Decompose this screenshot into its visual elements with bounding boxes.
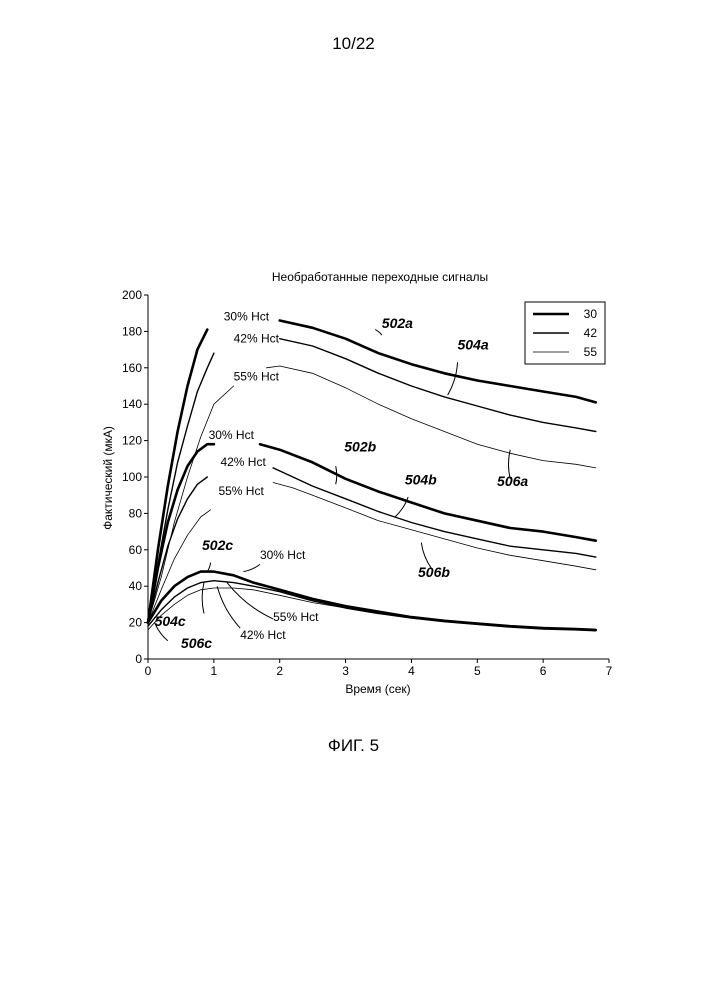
reference-label: 506a xyxy=(497,473,528,489)
hct-annotation: 30% Hct xyxy=(209,428,255,442)
series-line-55-b xyxy=(273,483,596,570)
legend: 30 42 55 xyxy=(525,302,605,364)
leader-line xyxy=(202,583,204,614)
x-tick-label: 6 xyxy=(540,664,547,678)
reference-label: 506c xyxy=(181,635,212,651)
figure-caption: ФИГ. 5 xyxy=(0,736,707,756)
y-tick-label: 80 xyxy=(129,506,143,520)
reference-label: 502a xyxy=(382,315,413,331)
reference-label: 504b xyxy=(405,471,437,487)
reference-label: 504a xyxy=(458,337,489,353)
reference-label: 502b xyxy=(344,439,376,455)
x-tick-label: 3 xyxy=(342,664,349,678)
legend-label: 42 xyxy=(584,326,598,340)
y-tick-label: 0 xyxy=(135,652,142,666)
series-layer xyxy=(148,321,596,631)
y-tick-label: 200 xyxy=(122,288,142,302)
x-tick-label: 5 xyxy=(474,664,481,678)
y-tick-label: 60 xyxy=(129,543,143,557)
y-tick-label: 180 xyxy=(122,324,142,338)
hct-annotation: 55% Hct xyxy=(218,484,264,498)
x-axis-label: Время (сек) xyxy=(345,682,410,696)
series-line-30-b xyxy=(148,444,214,622)
hct-annotation: 42% Hct xyxy=(240,628,286,642)
leader-line xyxy=(207,563,210,572)
reference-label: 506b xyxy=(418,564,450,580)
hct-annotation: 42% Hct xyxy=(234,331,280,345)
y-tick-label: 120 xyxy=(122,434,142,448)
series-line-55-c xyxy=(148,588,596,630)
x-tick-label: 0 xyxy=(145,664,152,678)
reference-label: 502c xyxy=(202,537,233,553)
hct-annotation: 42% Hct xyxy=(220,455,266,469)
x-tick-label: 7 xyxy=(606,664,613,678)
hct-annotation: 55% Hct xyxy=(273,610,319,624)
hct-annotation: 30% Hct xyxy=(260,548,306,562)
leader-line xyxy=(243,564,259,571)
y-tick-label: 100 xyxy=(122,470,142,484)
series-line-30-b xyxy=(260,444,596,541)
hct-annotation: 30% Hct xyxy=(224,309,270,323)
leader-line xyxy=(448,362,458,395)
y-tick-label: 20 xyxy=(129,616,143,630)
hct-annotation: 55% Hct xyxy=(234,370,280,384)
series-line-55-a xyxy=(267,366,596,468)
legend-label: 30 xyxy=(584,307,598,321)
y-tick-label: 140 xyxy=(122,397,142,411)
legend-label: 55 xyxy=(584,345,598,359)
y-tick-label: 160 xyxy=(122,361,142,375)
leader-line xyxy=(217,586,240,628)
reference-label: 504c xyxy=(155,613,186,629)
chart-title: Необработанные переходные сигналы xyxy=(272,270,488,284)
y-axis-label: Фактический (мкА) xyxy=(101,426,115,530)
x-tick-label: 2 xyxy=(276,664,283,678)
x-tick-label: 1 xyxy=(211,664,218,678)
y-tick-label: 40 xyxy=(129,579,143,593)
x-tick-label: 4 xyxy=(408,664,415,678)
